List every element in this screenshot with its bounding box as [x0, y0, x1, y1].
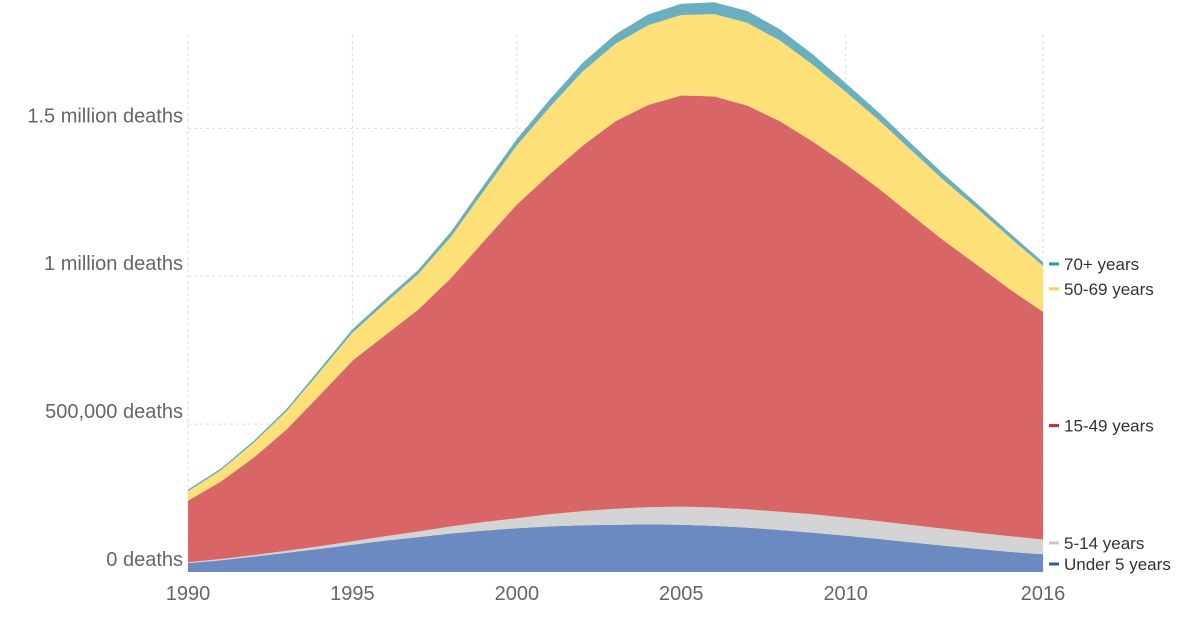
area-under-5-years: [188, 524, 1043, 572]
x-axis-ticks: 1990 1995 2000 2005 2010 2016: [166, 583, 1066, 605]
legend-label: 50-69 years: [1064, 280, 1154, 299]
y-tick-label: 0 deaths: [106, 549, 183, 571]
legend-label: 15-49 years: [1064, 417, 1154, 436]
x-tick-label: 1990: [166, 583, 211, 605]
x-tick-label: 1995: [330, 583, 375, 605]
y-axis-ticks: 0 deaths 500,000 deaths 1 million deaths 1.…: [27, 105, 183, 571]
legend-label: Under 5 years: [1064, 555, 1171, 574]
x-tick-label: 2005: [659, 583, 704, 605]
y-tick-label: 1.5 million deaths: [27, 105, 183, 127]
area-5-14-years: [188, 506, 1043, 564]
legend-label: 70+ years: [1064, 255, 1139, 274]
area-15-49-years: [188, 95, 1043, 563]
x-tick-label: 2000: [495, 583, 540, 605]
y-tick-label: 1 million deaths: [44, 253, 183, 275]
area-series: [188, 2, 1043, 572]
y-tick-label: 500,000 deaths: [45, 401, 183, 423]
x-tick-label: 2010: [823, 583, 868, 605]
legend-label: 5-14 years: [1064, 534, 1144, 553]
x-tick-label: 2016: [1021, 583, 1066, 605]
area-50-69-years: [188, 14, 1043, 501]
legend: 70+ years 50-69 years 15-49 years 5-14 year…: [1049, 255, 1171, 574]
